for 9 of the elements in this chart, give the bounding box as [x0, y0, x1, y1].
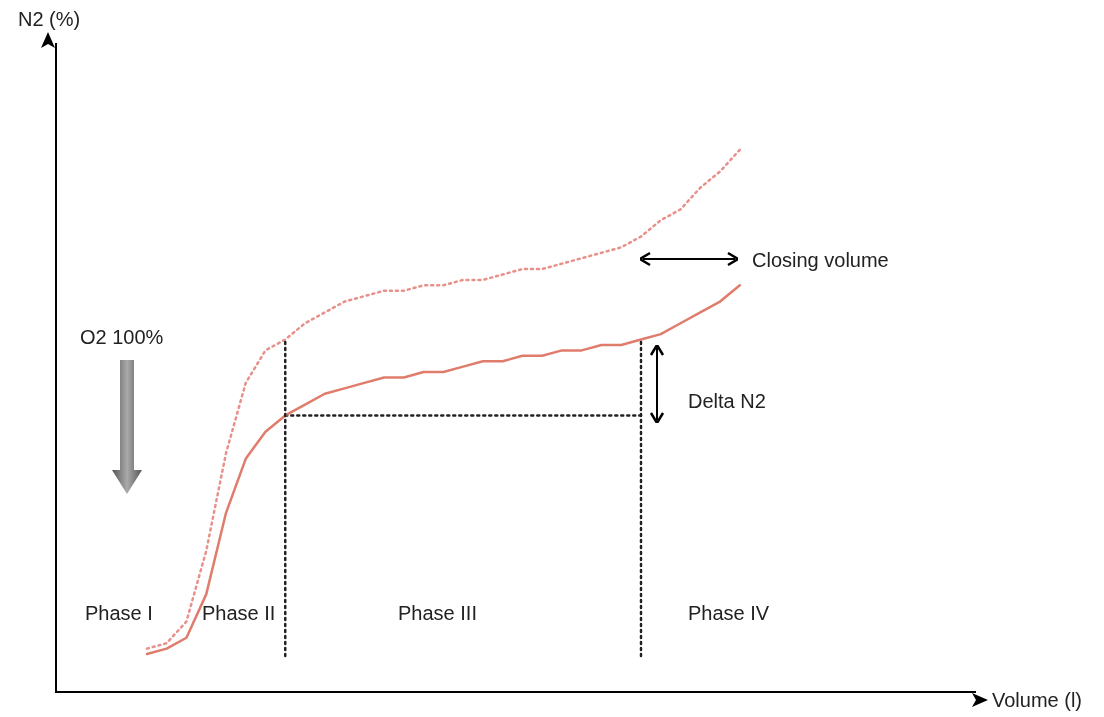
- annotation: Phase III: [398, 602, 477, 625]
- text: N2 (%): [18, 8, 81, 31]
- annotation: Phase IV: [688, 602, 770, 625]
- annotation: Phase II: [202, 602, 276, 625]
- annotation: Phase I: [85, 602, 153, 625]
- text: Closing volume: [752, 249, 889, 272]
- text: Volume (l): [992, 689, 1083, 712]
- annotation: Delta N2: [688, 390, 766, 413]
- annotation: O2 100%: [80, 326, 164, 349]
